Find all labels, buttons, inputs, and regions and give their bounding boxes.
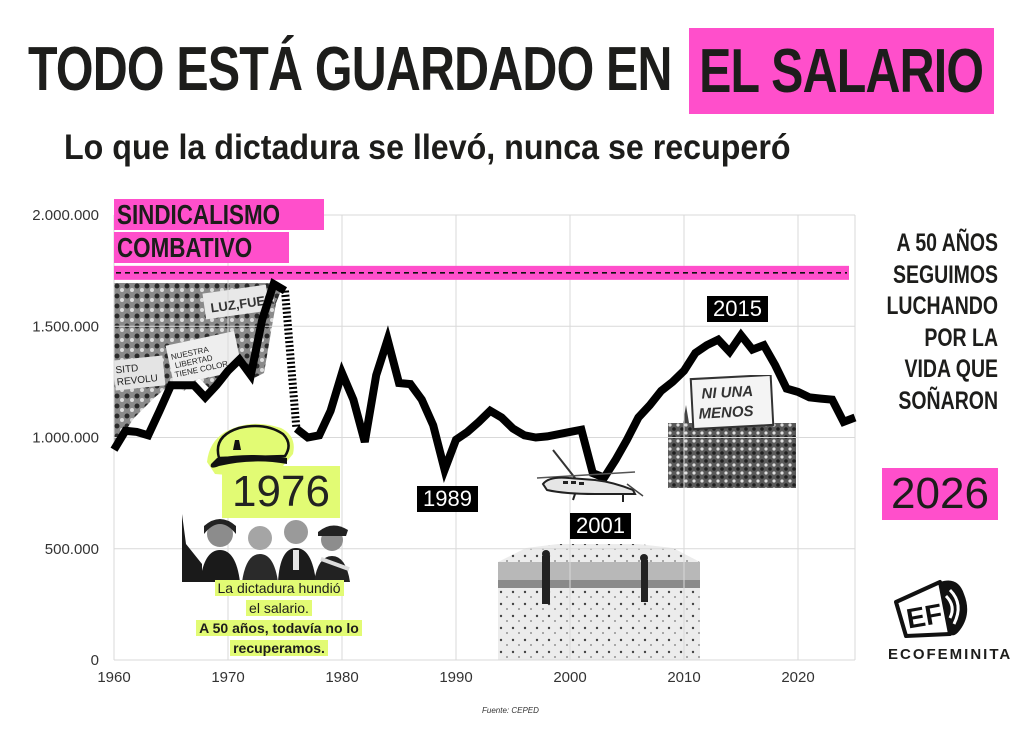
sindicalismo-line2: COMBATIVO	[117, 232, 253, 263]
logo-text: ECOFEMINITA	[888, 646, 1013, 663]
chart-grid	[113, 214, 856, 661]
dictatorship-caption: La dictadura hundió el salario. A 50 año…	[186, 578, 372, 658]
junta-portraits	[182, 514, 350, 582]
caption-line-1: La dictadura hundió	[214, 580, 344, 596]
sindicalismo-line1: SINDICALISMO	[117, 199, 281, 230]
sindicalismo-combativo-label: SINDICALISMO COMBATIVO	[114, 199, 324, 265]
logo-mark: EF	[904, 598, 945, 635]
chart-lines	[110, 278, 857, 484]
crisis-2001-photo	[498, 540, 700, 660]
side-line: POR LA	[924, 323, 998, 352]
y-tick-label: 2.000.000	[32, 207, 99, 224]
x-tick-label: 1990	[439, 669, 472, 686]
crisis-2001-photo-image	[498, 544, 700, 660]
side-line: SEGUIMOS	[892, 260, 998, 289]
x-tick-label: 2000	[553, 669, 586, 686]
year-badge-2026: 2026	[882, 468, 998, 520]
ni-una-menos-photo-image: NI UNA MENOS	[668, 375, 796, 488]
page-subtitle: Lo que la dictadura se llevó, nunca se r…	[64, 128, 791, 167]
reference-band-fill	[114, 265, 849, 280]
caption-line-3: A 50 años, todavía no lo	[196, 620, 362, 636]
title-highlight-box: EL SALARIO	[689, 28, 994, 114]
protest-photo-1970s: LUZ,FUERZA NUESTRA LIBERTAD TIENE COLOR …	[114, 283, 284, 453]
military-cap-icon	[207, 423, 294, 475]
caption-line-4: recuperamos.	[230, 640, 328, 656]
reference-band	[114, 265, 849, 280]
side-message: A 50 AÑOS SEGUIMOS LUCHANDO POR LA VIDA …	[855, 228, 998, 417]
x-tick-label: 1970	[211, 669, 244, 686]
y-tick-label: 0	[91, 652, 99, 669]
axis-ticks: 0 500.000 1.000.000 1.500.000 2.000.000 1960 1…	[32, 207, 814, 686]
side-line: VIDA QUE	[904, 355, 998, 383]
year-label-2001: 2001	[570, 513, 631, 539]
sign-ni-una: NI UNA	[701, 383, 753, 403]
side-line: A 50 AÑOS	[896, 229, 998, 257]
year-label-1976: 1976	[222, 466, 340, 518]
year-label-2015: 2015	[707, 296, 768, 322]
x-tick-label: 2010	[667, 669, 700, 686]
year-label-1989: 1989	[417, 486, 478, 512]
y-tick-label: 1.500.000	[32, 318, 99, 335]
side-line: LUCHANDO	[886, 292, 998, 320]
x-tick-label: 1960	[97, 669, 130, 686]
title-highlight: EL SALARIO	[699, 36, 984, 106]
helicopter-icon	[536, 449, 644, 502]
svg-text:SITD: SITD	[115, 363, 139, 376]
caption-line-2: el salario.	[246, 600, 312, 616]
series-line	[293, 325, 857, 484]
ni-una-menos-photo: NI UNA MENOS	[668, 375, 796, 488]
title-main: TODO ESTÁ GUARDADO EN	[28, 34, 672, 104]
protest-photo-image: LUZ,FUERZA NUESTRA LIBERTAD TIENE COLOR …	[114, 283, 280, 448]
x-tick-label: 1980	[325, 669, 358, 686]
y-tick-label: 1.000.000	[32, 430, 99, 447]
x-tick-label: 2020	[781, 669, 814, 686]
sign-menos: MENOS	[698, 403, 754, 423]
side-line: SOÑARON	[898, 386, 998, 415]
source-note: Fuente: CEPED	[482, 706, 539, 715]
series-line-dotted	[281, 290, 301, 429]
y-tick-label: 500.000	[45, 541, 99, 558]
page-title: TODO ESTÁ GUARDADO EN	[28, 24, 853, 114]
svg-text:REVOLU: REVOLU	[116, 373, 158, 388]
ecofeminita-logo-icon: EF	[894, 580, 968, 638]
series-line	[110, 278, 288, 452]
